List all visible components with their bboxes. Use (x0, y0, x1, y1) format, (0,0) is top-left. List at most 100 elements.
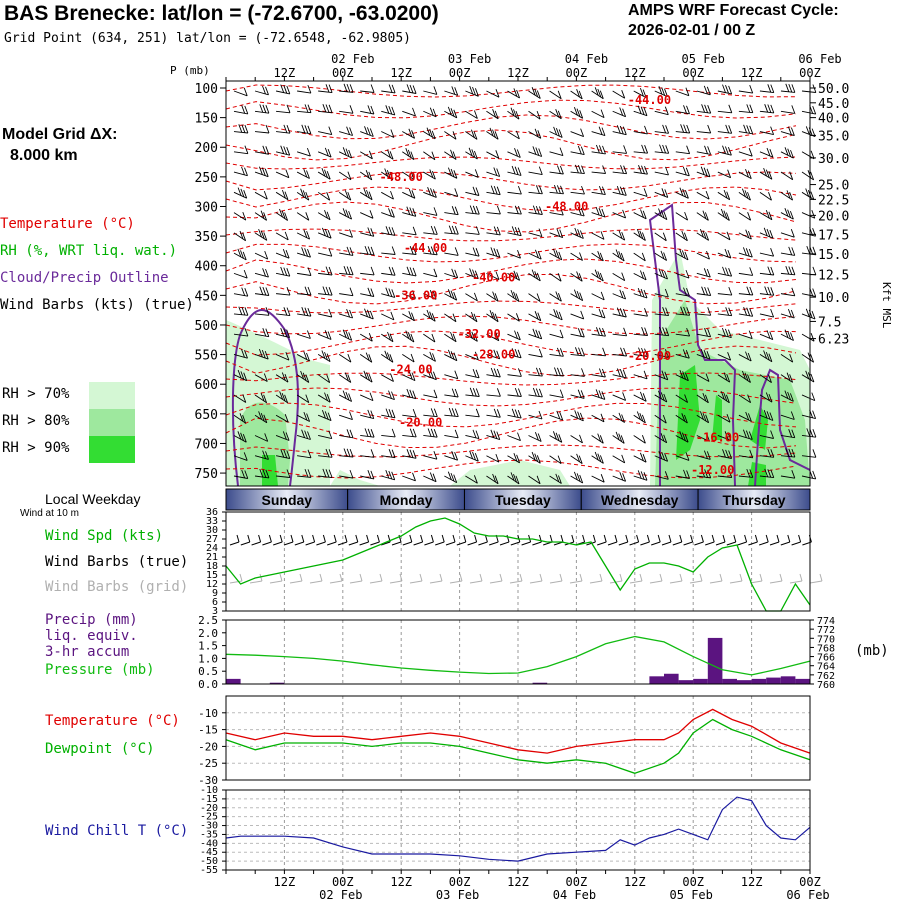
wind-barb-shaft (549, 131, 563, 138)
true-wind-barb-feather (776, 534, 780, 543)
wind-barb-feather (515, 293, 520, 302)
wind-barb-feather (237, 431, 242, 440)
pressure-line (225, 635, 811, 676)
wind-barb-feather (391, 449, 396, 458)
wind-barb-feather (263, 212, 268, 221)
grid-wind-barb-feather (279, 573, 283, 582)
grid-wind-barb (269, 580, 283, 584)
temperature-line (225, 708, 811, 754)
wind-barb-feather (326, 353, 331, 362)
wind-barb (402, 206, 417, 217)
true-wind-barb-feather (506, 534, 510, 543)
wind-barb-feather (619, 308, 624, 317)
wind-barb (275, 231, 289, 241)
wind-barb-feather (707, 328, 712, 337)
wind-barb-feather (559, 229, 564, 238)
wind-barb-feather (535, 388, 540, 397)
wind-barb-feather (618, 433, 623, 442)
wind-barb-shaft (549, 293, 562, 302)
bottom-date-label: 05 Feb (670, 888, 713, 900)
wind-barb-feather (243, 87, 248, 96)
wind-barb-feather (510, 107, 515, 116)
wind-barb-feather (579, 252, 583, 261)
wind-barb-shaft (402, 171, 415, 180)
wind-barb-shaft (233, 90, 248, 97)
wind-barb-feather (619, 369, 624, 378)
wind-barb-feather (447, 167, 452, 176)
wind-barb-feather (538, 228, 543, 237)
wind-barb (465, 330, 478, 342)
temperature-contour (225, 345, 797, 377)
wind-barb (507, 165, 522, 176)
grid-point-subtitle: Grid Point (634, 251) lat/lon = (-72.654… (4, 31, 411, 46)
wind-barb-shaft (381, 151, 394, 160)
true-wind-barb (726, 541, 736, 546)
wind-barb (381, 331, 394, 343)
true-wind-barb-feather (754, 534, 758, 543)
wind-barb-feather (431, 333, 436, 343)
true-wind-barb (629, 541, 639, 546)
wind-barb-shaft (528, 414, 543, 420)
wind-barb-feather (638, 165, 642, 174)
wind-barb (360, 266, 375, 276)
wind-barb-feather (345, 148, 350, 157)
wind-barb (780, 229, 795, 238)
wind-barb-shaft (296, 414, 310, 422)
wind-barb-shaft (738, 171, 752, 179)
wind-barb (780, 308, 795, 319)
wind-barb-feather (770, 469, 775, 478)
true-wind-barb-feather (668, 534, 672, 543)
wind-barb-feather (721, 327, 726, 337)
wind-barb-shaft (801, 394, 815, 402)
wind-barb-feather (538, 410, 543, 420)
wind-barb (402, 388, 417, 400)
wind-barb-shaft (360, 455, 375, 458)
grid-wind-barb-feather (639, 573, 643, 582)
wind-barb (360, 470, 375, 480)
wind-barb-feather (493, 408, 498, 418)
wind-barb-feather (770, 449, 775, 458)
wind-barb-feather (704, 394, 709, 403)
wind-barb-shaft (465, 293, 478, 302)
wind-barb (738, 169, 752, 179)
wind-barb-shaft (528, 90, 541, 99)
wind-barb-shaft (591, 131, 606, 137)
grid-wind-barb-feather (679, 573, 683, 582)
wind-barb (675, 105, 690, 115)
wind-barb-feather (598, 185, 603, 195)
wind-barb-feather (517, 185, 522, 195)
panel-frame (225, 511, 811, 612)
wind-barb-feather (685, 350, 690, 359)
wind-barb-shaft (528, 191, 543, 195)
wind-barb (696, 104, 712, 114)
wind-barb-feather (602, 165, 607, 174)
wind-barb-feather (767, 469, 772, 478)
wind-barb-feather (286, 469, 291, 478)
wind-barb (465, 311, 478, 323)
wind-barb-feather (728, 125, 733, 134)
wind-barb-feather (641, 144, 646, 154)
dewpoint-line (225, 718, 811, 774)
wind-barb-feather (364, 245, 369, 255)
bottom-date-label: 03 Feb (436, 888, 479, 900)
wind-barb (486, 332, 500, 342)
wind-barb-feather (789, 353, 794, 363)
wind-barb-feather (553, 126, 558, 136)
height-tick-label: 10.0 (818, 291, 849, 306)
model-grid-value: 8.000 km (10, 147, 78, 164)
wind-barb-feather (707, 307, 712, 316)
wind-barb (696, 190, 710, 200)
wind-barb (738, 286, 754, 296)
wind-barb (612, 230, 626, 241)
wind-barb (654, 166, 669, 176)
wind-barb-feather (432, 473, 437, 482)
wind-barb-feather (727, 329, 732, 338)
wind-barb-feather (725, 307, 730, 316)
wind-barb-shaft (318, 293, 333, 296)
temperature-label: -20.00 (399, 416, 442, 430)
wind-barb-shaft (296, 333, 311, 339)
wind-tick-label: 6 (212, 597, 218, 608)
wind-barb-feather (532, 328, 537, 337)
grid-wind-barb (369, 580, 383, 584)
wind-barb-shaft (465, 171, 479, 178)
